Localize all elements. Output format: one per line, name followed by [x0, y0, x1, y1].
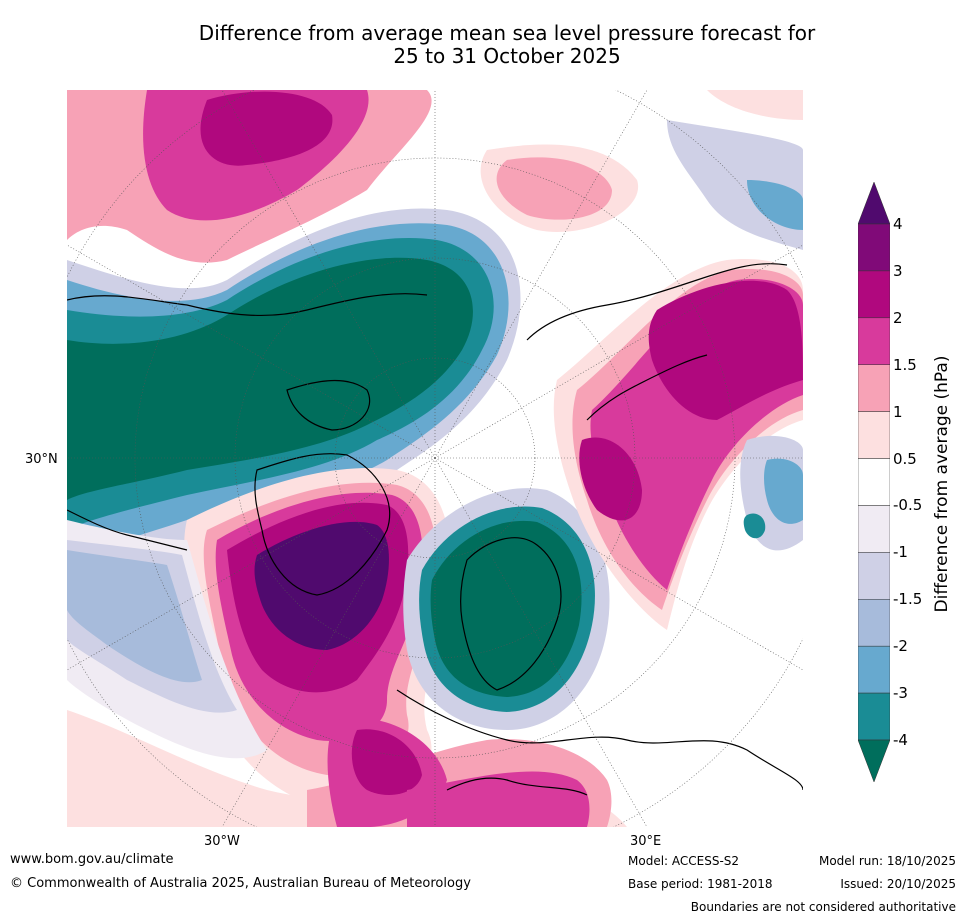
graticule	[67, 90, 803, 827]
colorbar-tick-label: 2	[893, 308, 903, 327]
meridian-150e	[434, 244, 803, 459]
coastline-europe	[396, 689, 803, 791]
anomaly-region-west-deep	[67, 550, 202, 683]
anomaly-region-south-east-magenta	[407, 771, 590, 827]
colorbar-segment	[857, 552, 891, 600]
colorbar-segment	[857, 364, 891, 412]
colorbar-segment	[857, 317, 891, 365]
anomaly-region-siberia-purple	[648, 280, 803, 420]
colorbar-tick-label: 3	[893, 261, 903, 280]
title-line-2: 25 to 31 October 2025	[393, 44, 621, 68]
footer-disclaimer: Boundaries are not considered authoritat…	[690, 900, 956, 914]
meridian-30e	[434, 457, 648, 827]
meridian-120w	[221, 90, 436, 459]
footer-copyright: © Commonwealth of Australia 2025, Austra…	[10, 876, 471, 891]
colorbar-tick-label: 0.5	[893, 449, 917, 468]
meridian-150w	[67, 244, 436, 459]
map-canvas	[67, 90, 803, 827]
footer-base-period: Base period: 1981-2018	[628, 877, 773, 891]
coastline-siberia-east	[586, 354, 708, 421]
colorbar-tick-label: -2	[893, 637, 908, 656]
anomaly-region-top-right-blue	[747, 180, 803, 230]
colorbar-tick-label: -3	[893, 684, 908, 703]
colorbar-tick-label: -0.5	[893, 496, 923, 515]
anomaly-region-scandinavia-green	[430, 520, 582, 697]
pressure-anomaly-map	[67, 90, 803, 827]
map-title: Difference from average mean sea level p…	[0, 22, 965, 68]
colorbar-tick-label: -1.5	[893, 590, 923, 609]
colorbar-label: Difference from average (hPa)	[932, 355, 952, 613]
colorbar-segment	[857, 505, 891, 553]
anomaly-region-top-right-blue-outer	[667, 120, 803, 250]
latitude-label-30n: 30°N	[25, 452, 58, 467]
colorbar-svg	[857, 181, 891, 783]
coastline-alaska	[67, 509, 188, 551]
title-line-1: Difference from average mean sea level p…	[198, 21, 816, 45]
anomaly-region-south-purple	[351, 729, 422, 795]
colorbar-segment	[857, 692, 891, 741]
colorbar-tick-label: 1.5	[893, 355, 917, 374]
anomaly-region-east-teal	[743, 513, 766, 539]
footer-model-run: Model run: 18/10/2025	[818, 854, 956, 868]
footer-model: Model: ACCESS-S2	[628, 854, 740, 868]
anomaly-region-arctic-green	[67, 257, 473, 500]
colorbar-segment	[857, 270, 891, 319]
colorbar-segment	[857, 411, 891, 459]
coastline-greenland	[254, 453, 391, 596]
anomaly-region-east-deep-blue	[764, 458, 803, 524]
footer-issued: Issued: 20/10/2025	[840, 877, 956, 891]
colorbar-tick-label: 1	[893, 402, 903, 421]
colorbar-extend-bottom	[857, 739, 891, 783]
meridian-30w	[221, 457, 436, 827]
coastline-mediterranean	[446, 777, 588, 796]
coastline-north-america	[67, 293, 428, 317]
colorbar	[857, 181, 891, 783]
coastline-russia-arctic	[526, 263, 788, 341]
coastline-canadian-archipelago	[286, 380, 371, 431]
parallel-60n	[234, 257, 636, 659]
colorbar-segment	[857, 599, 891, 647]
colorbar-tick-label: -4	[893, 731, 908, 749]
longitude-label-30w: 30°W	[204, 834, 240, 849]
longitude-label-30e: 30°E	[630, 834, 662, 849]
colorbar-segment	[857, 223, 891, 272]
coastlines	[67, 263, 803, 796]
coastline-scandinavia	[460, 537, 562, 691]
footer-website[interactable]: www.bom.gov.au/climate	[10, 852, 174, 867]
anomaly-region-top-right-pink	[496, 157, 612, 220]
colorbar-segment	[857, 458, 891, 506]
anomaly-region-atlantic-core	[254, 521, 389, 650]
colorbar-tick-label: 4	[893, 215, 903, 233]
colorbar-segment	[857, 645, 891, 694]
colorbar-tick-label: -1	[893, 543, 908, 562]
colorbar-extend-top	[857, 181, 891, 225]
anomaly-region-top-corner-pink	[707, 90, 803, 120]
